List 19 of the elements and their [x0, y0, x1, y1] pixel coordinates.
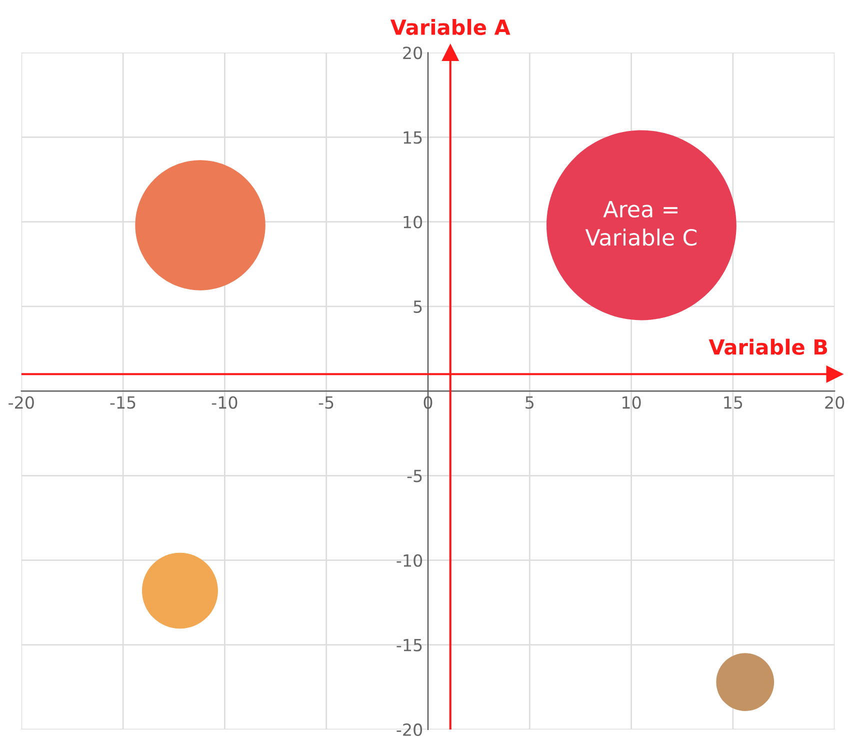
- ref-line-label: Variable B: [708, 338, 828, 355]
- y-tick-label: 20: [403, 46, 422, 60]
- x-tick-label: -15: [110, 396, 136, 409]
- x-tick-label: -20: [8, 396, 34, 409]
- y-tick-label: -10: [396, 554, 422, 567]
- x-tick-label: 10: [622, 396, 641, 409]
- x-tick-label: -10: [212, 396, 238, 409]
- annotation: Area = Variable C: [585, 201, 697, 246]
- y-tick-label: -5: [407, 470, 422, 482]
- y-tick-label: 5: [414, 300, 422, 314]
- x-tick-label: -5: [318, 396, 334, 409]
- x-tick-label: 5: [526, 396, 534, 409]
- x-tick-label: 20: [825, 396, 844, 409]
- y-tick-label: -15: [396, 639, 422, 652]
- ref-line-label: Variable A: [390, 18, 510, 36]
- x-tick-label: 15: [724, 396, 742, 409]
- y-tick-label: -20: [396, 723, 422, 736]
- y-tick-label: 15: [404, 131, 422, 144]
- y-tick-label: 10: [404, 216, 422, 228]
